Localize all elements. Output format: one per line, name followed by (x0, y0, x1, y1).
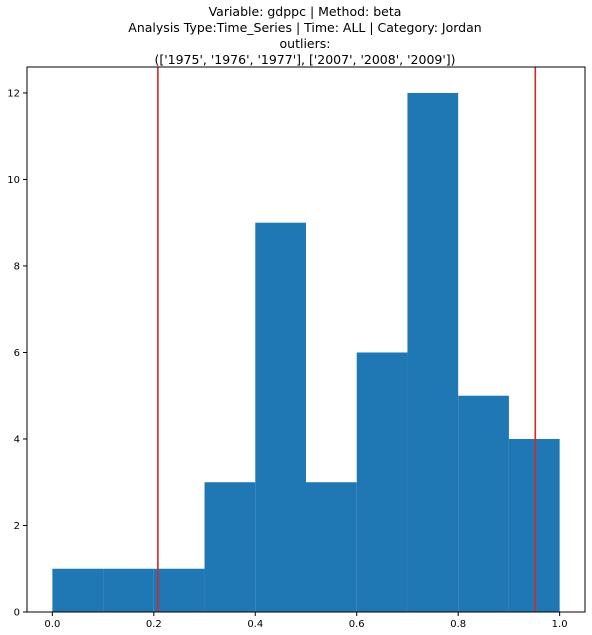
x-tick-label: 0.2 (146, 619, 162, 630)
bars-group (52, 92, 560, 612)
x-tick-label: 0.4 (247, 619, 263, 630)
y-tick-label: 8 (14, 261, 20, 272)
histogram-bar (52, 568, 104, 612)
x-tick-label: 0.6 (349, 619, 365, 630)
plot-frame (26, 66, 586, 613)
histogram-bar (407, 92, 459, 612)
y-tick-label: 12 (7, 88, 20, 99)
histogram-bar (356, 352, 408, 612)
y-tick-label: 6 (14, 348, 20, 359)
y-tick-label: 2 (14, 521, 20, 532)
y-tick-label: 10 (7, 175, 20, 186)
histogram-bar (204, 482, 256, 612)
histogram-bar (508, 438, 560, 612)
histogram-bar (458, 395, 509, 612)
x-axis: 0.0 0.2 0.4 0.6 0.8 1.0 (44, 612, 568, 630)
histogram-bar (103, 568, 154, 612)
histogram-bar (255, 222, 306, 612)
title-line-2: Analysis Type:Time_Series | Time: ALL | … (128, 20, 482, 35)
chart-title: Variable: gdppc | Method: beta Analysis … (0, 4, 592, 68)
x-tick-label: 1.0 (552, 619, 568, 630)
y-tick-label: 4 (14, 434, 20, 445)
x-tick-label: 0.0 (44, 619, 60, 630)
title-line-1: Variable: gdppc | Method: beta (208, 4, 402, 19)
title-line-4: (['1975', '1976', '1977'], ['2007', '200… (154, 52, 456, 67)
title-line-3: outliers: (279, 36, 331, 51)
x-tick-label: 0.8 (450, 619, 466, 630)
outlier-lines-group (157, 67, 537, 612)
histogram-bar (153, 568, 205, 612)
y-tick-label: 0 (14, 608, 20, 619)
y-axis: 0 2 4 6 8 10 12 (7, 88, 27, 619)
histogram-bar (306, 482, 357, 612)
